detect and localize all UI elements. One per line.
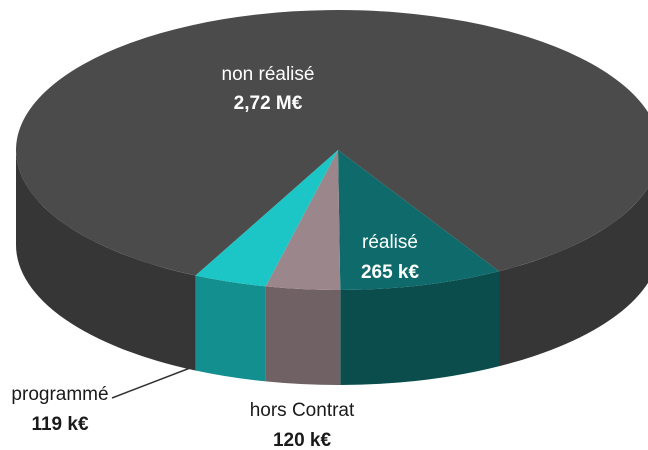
slice — [195, 150, 338, 287]
slice-side — [16, 150, 196, 371]
leader-line — [111, 367, 191, 399]
slice-side — [340, 271, 499, 385]
slice-side — [195, 275, 266, 382]
slice — [265, 150, 341, 290]
slice-value-label: 265 k€ — [361, 262, 420, 283]
slice-label: réalisé — [362, 232, 418, 253]
slice — [338, 150, 499, 290]
pie — [16, 10, 648, 385]
slice-label: programmé — [11, 384, 108, 405]
slice-side — [265, 286, 341, 385]
slice-value-label: 119 k€ — [31, 414, 88, 435]
slice-side — [499, 187, 648, 367]
slice-value-label: 120 k€ — [273, 430, 332, 450]
slice — [16, 10, 648, 276]
slice-value-label: 2,72 M€ — [234, 93, 303, 114]
slice-label: hors Contrat — [250, 400, 355, 421]
slice-label: non réalisé — [222, 64, 315, 85]
